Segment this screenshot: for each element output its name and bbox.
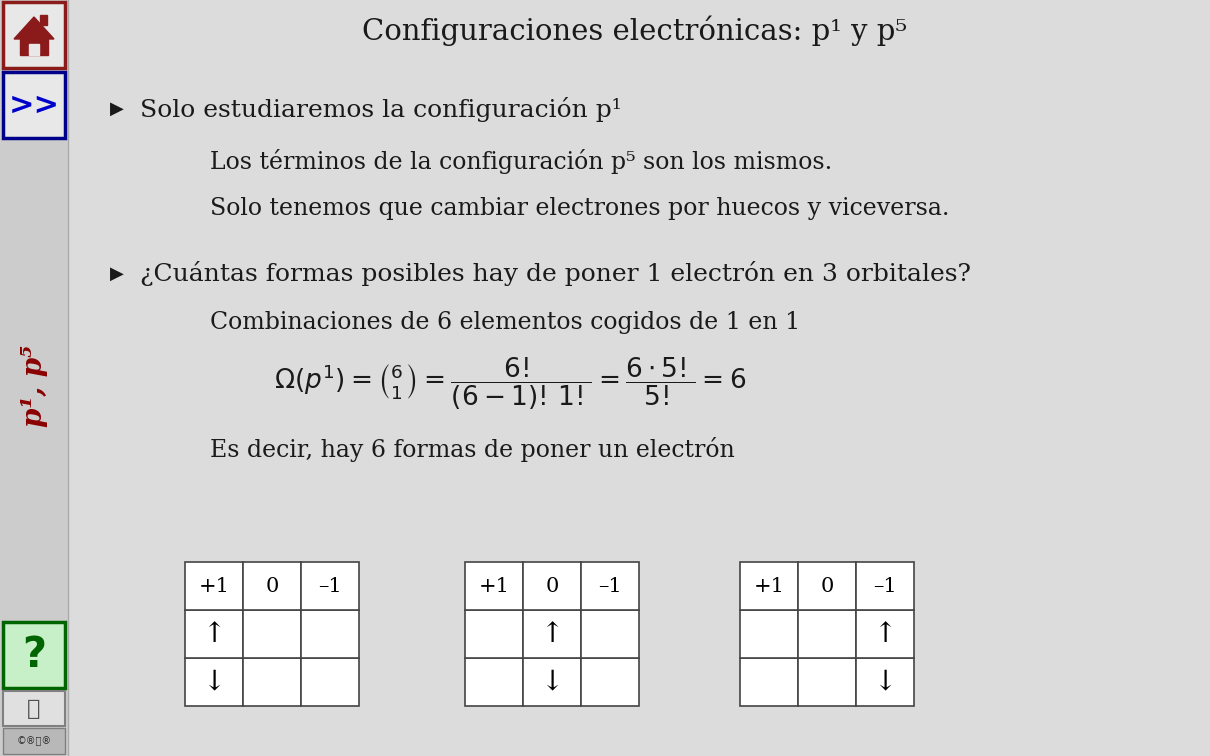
Text: +1: +1 [478, 577, 509, 596]
Bar [523, 610, 581, 658]
Text: Solo estudiaremos la configuración p¹: Solo estudiaremos la configuración p¹ [140, 97, 622, 122]
Text: ▶: ▶ [110, 100, 123, 118]
Text: Es decir, hay 6 formas de poner un electrón: Es decir, hay 6 formas de poner un elect… [211, 436, 734, 461]
Bar [243, 610, 301, 658]
Text: ↑: ↑ [874, 621, 897, 647]
Bar [185, 658, 243, 706]
Bar [799, 658, 855, 706]
Polygon shape [15, 17, 54, 39]
Bar [29, 44, 39, 55]
Bar [581, 562, 639, 610]
Text: ↑: ↑ [541, 621, 564, 647]
Bar [523, 658, 581, 706]
Bar [185, 610, 243, 658]
Text: >>: >> [8, 91, 59, 119]
Bar [799, 562, 855, 610]
Text: ↓: ↓ [874, 668, 897, 696]
Bar [301, 562, 359, 610]
Text: ▶: ▶ [110, 265, 123, 283]
Text: 0: 0 [820, 577, 834, 596]
Bar [799, 610, 855, 658]
Text: +1: +1 [198, 577, 230, 596]
Text: 0: 0 [265, 577, 278, 596]
Bar [465, 610, 523, 658]
Text: ©®Ⓢ®: ©®Ⓢ® [17, 736, 52, 746]
Text: Configuraciones electrónicas: p¹ y p⁵: Configuraciones electrónicas: p¹ y p⁵ [363, 16, 908, 46]
Bar [2, 728, 65, 754]
Bar [301, 610, 359, 658]
Bar [741, 658, 799, 706]
Bar [2, 72, 65, 138]
Bar [2, 691, 65, 726]
Bar [243, 658, 301, 706]
Bar [301, 658, 359, 706]
Text: Combinaciones de 6 elementos cogidos de 1 en 1: Combinaciones de 6 elementos cogidos de … [211, 311, 800, 333]
Bar [465, 658, 523, 706]
Bar [581, 610, 639, 658]
Text: –1: –1 [318, 577, 342, 596]
Bar [855, 658, 914, 706]
Text: 0: 0 [546, 577, 559, 596]
Text: Solo tenemos que cambiar electrones por huecos y viceversa.: Solo tenemos que cambiar electrones por … [211, 197, 950, 221]
Text: $\Omega(p^1) = \binom{6}{1} = \dfrac{6!}{(6-1)!\,1!} = \dfrac{6 \cdot 5!}{5!} = : $\Omega(p^1) = \binom{6}{1} = \dfrac{6!}… [273, 356, 747, 412]
Bar [185, 562, 243, 610]
Bar [581, 658, 639, 706]
Text: +1: +1 [754, 577, 784, 596]
Bar [523, 562, 581, 610]
Text: ⓘ: ⓘ [28, 699, 41, 719]
Bar [465, 562, 523, 610]
Bar [855, 562, 914, 610]
Text: ↓: ↓ [541, 668, 564, 696]
Text: ¿Cuántas formas posibles hay de poner 1 electrón en 3 orbitales?: ¿Cuántas formas posibles hay de poner 1 … [140, 262, 970, 287]
Text: –1: –1 [874, 577, 897, 596]
Text: p¹, p⁵: p¹, p⁵ [21, 345, 47, 427]
Bar [40, 15, 47, 25]
Text: –1: –1 [598, 577, 622, 596]
Bar [741, 562, 799, 610]
Text: Los términos de la configuración p⁵ son los mismos.: Los términos de la configuración p⁵ son … [211, 148, 832, 173]
Text: ↑: ↑ [202, 621, 225, 647]
Bar [2, 622, 65, 688]
Text: ?: ? [22, 634, 46, 676]
Bar [243, 562, 301, 610]
Text: ↓: ↓ [202, 668, 225, 696]
Bar [0, 0, 68, 756]
Bar [2, 2, 65, 68]
Bar [855, 610, 914, 658]
Bar [741, 610, 799, 658]
Bar [21, 37, 48, 55]
